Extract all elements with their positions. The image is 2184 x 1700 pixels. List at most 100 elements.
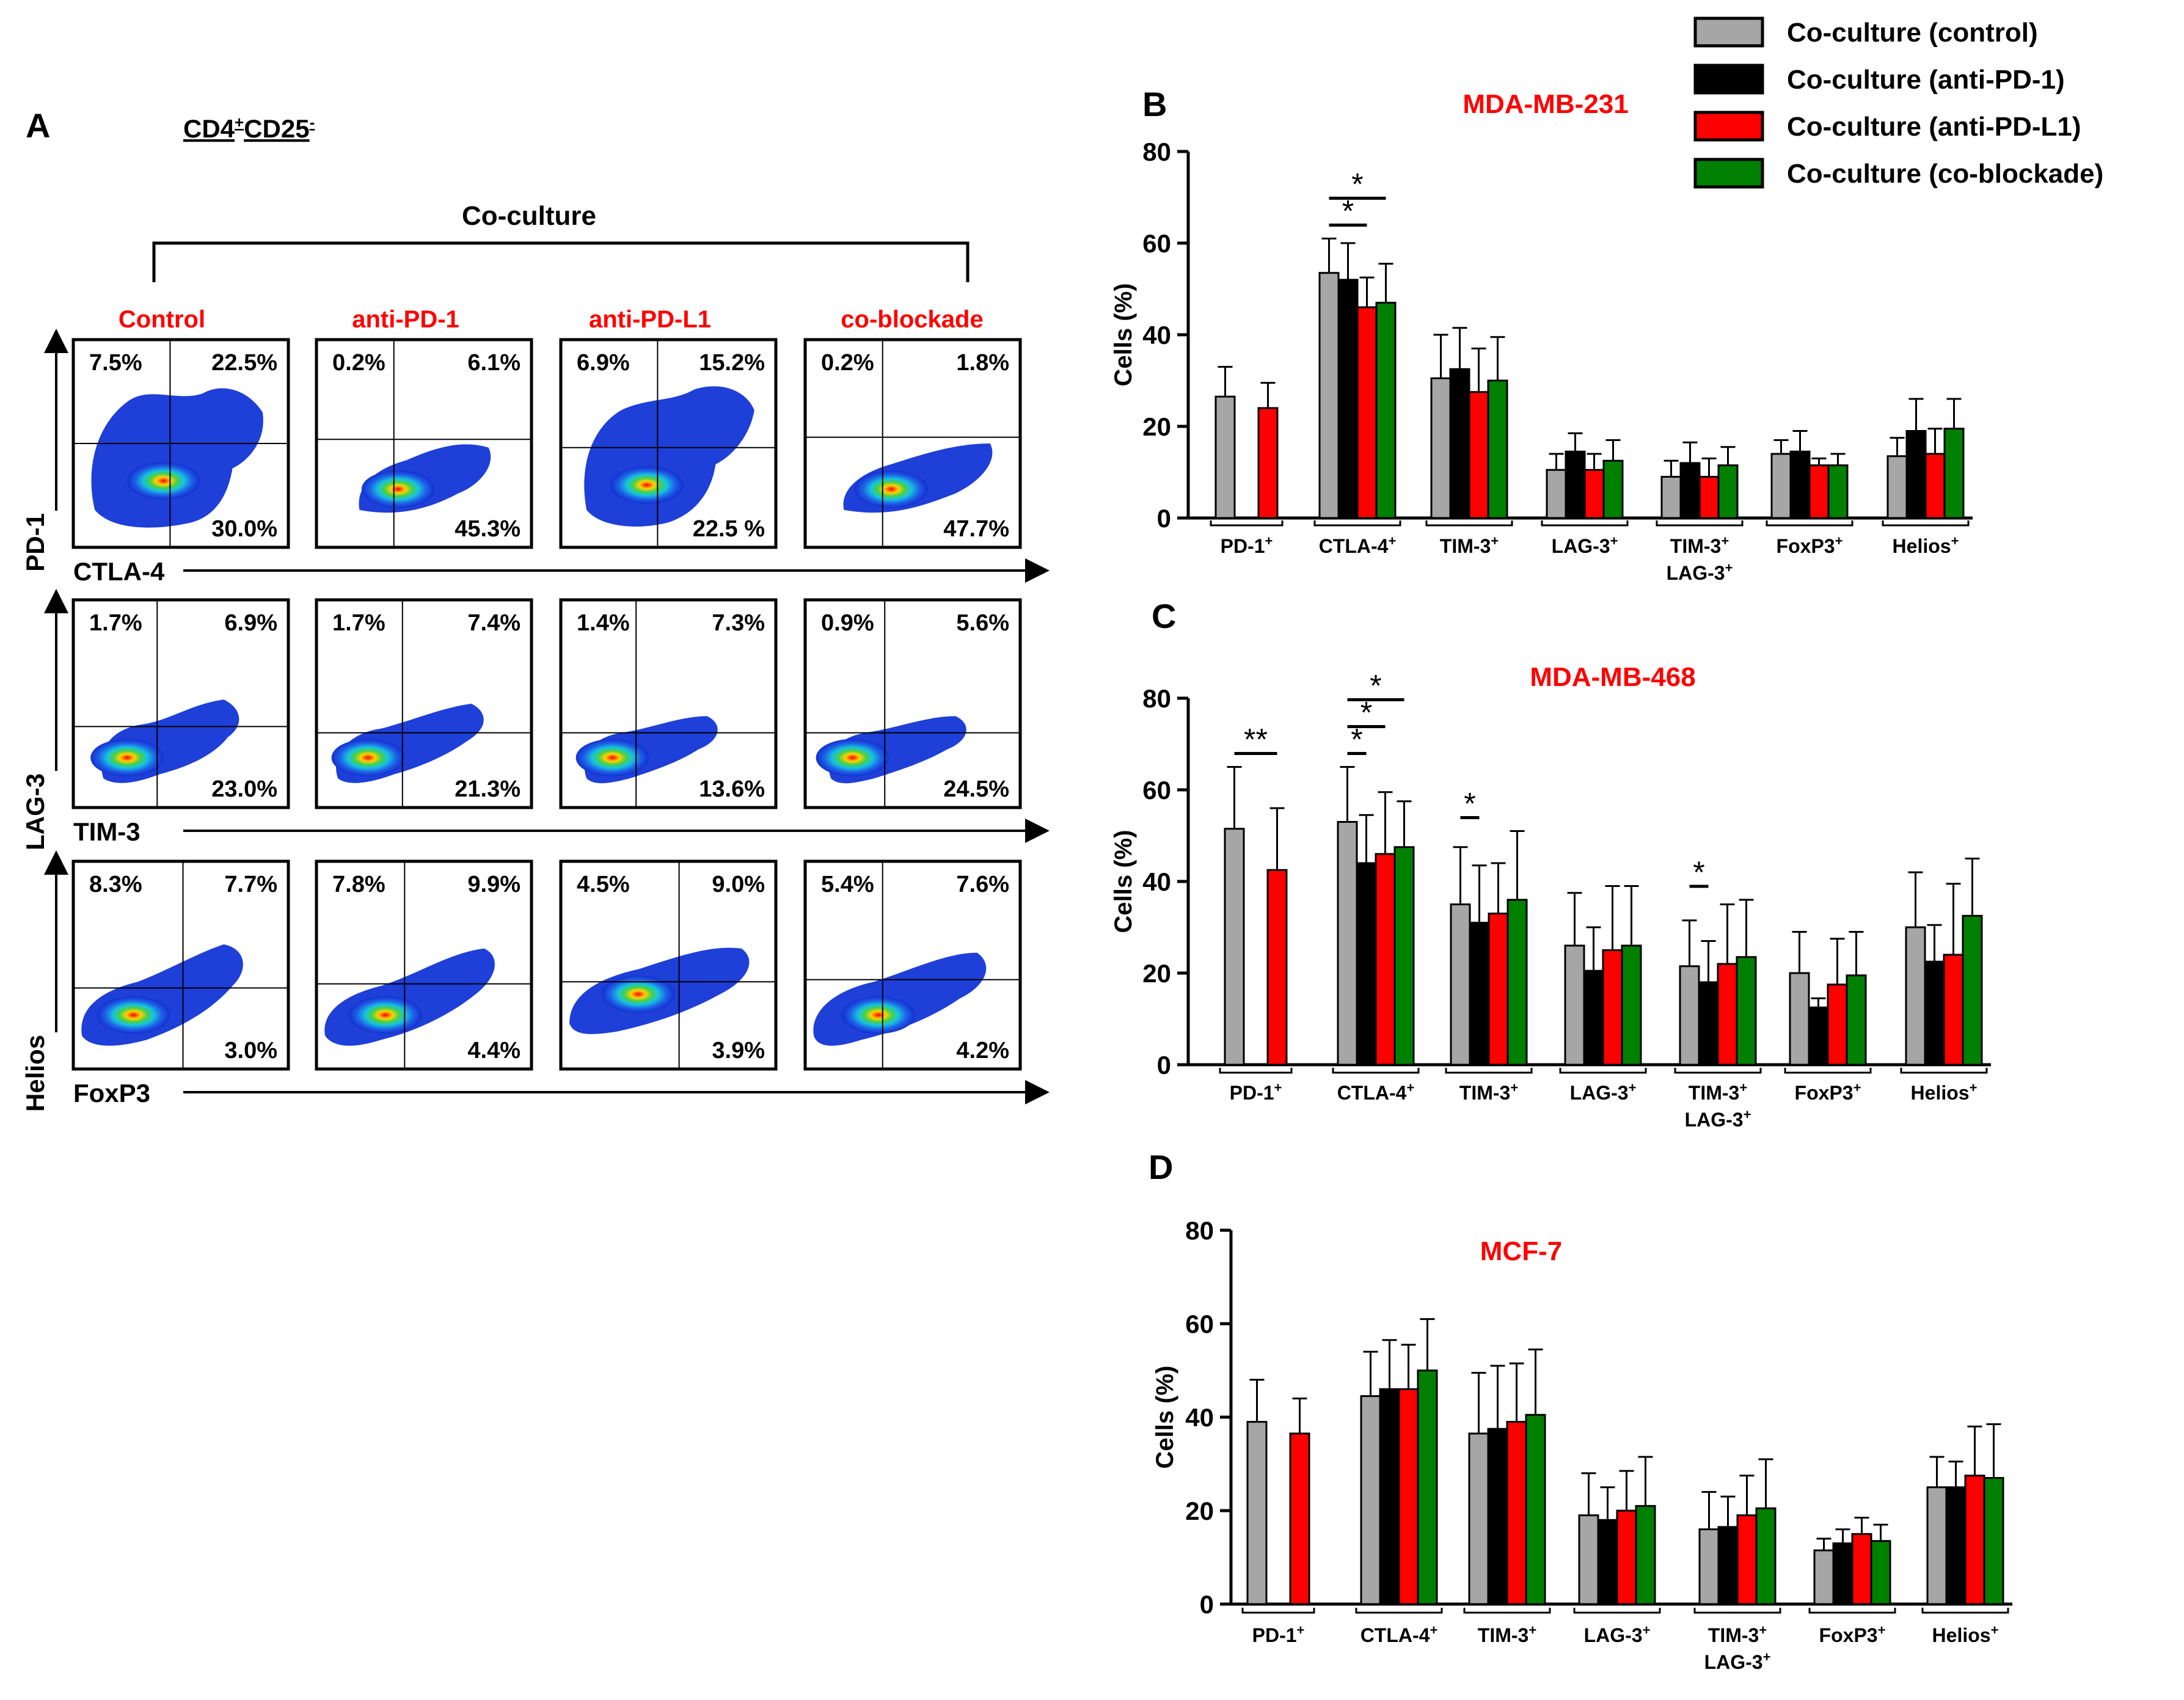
legend-swatch (1693, 64, 1764, 95)
flow-row: LAG-3 TIM-3 1.7% 6.9% 23.0% 1.7% 7.4% 21.3% 1.4%… (21, 589, 1050, 850)
flow-rows: PD-1 CTLA-4 7.5% 22.5% 30.0% 0.2% 6.1% 45.3% 6.9… (21, 329, 1050, 1112)
quadrant-upper-right: 22.5% (211, 350, 277, 376)
y-tick-label: 60 (1185, 1310, 1214, 1338)
category-bracket (1559, 1068, 1647, 1074)
chart-d-mcf-7: D MCF-7 Cells (%) 0 20 40 60 80 PD-1+ CTLA-4+ TIM-… (1149, 1148, 2012, 1673)
category-label: Helios+ (1893, 533, 1959, 557)
category-bracket (1355, 1608, 1443, 1614)
significance-marker: * (1342, 194, 1354, 228)
quadrant-lower-right: 22.5 % (693, 516, 765, 542)
legend-label: Co-culture (anti-PD-1) (1787, 65, 2065, 95)
quadrant-lower-right: 47.7% (943, 516, 1009, 542)
category-bracket (1541, 520, 1629, 527)
bar (1546, 469, 1567, 519)
quadrant-upper-left: 7.8% (332, 872, 385, 897)
category-label: TIM-3+ (1478, 1622, 1536, 1646)
quadrant-lower-right: 45.3% (455, 516, 520, 542)
quadrant-upper-left: 8.3% (89, 872, 142, 897)
bar (1846, 974, 1867, 1066)
legend: Co-culture (control) Co-culture (anti-PD-… (1693, 16, 2103, 189)
quadrant-upper-left: 1.7% (89, 610, 142, 636)
category-bracket (1674, 1068, 1762, 1074)
bar (1717, 464, 1739, 519)
bar (1360, 1395, 1381, 1605)
column-header: anti-PD-L1 (589, 306, 711, 333)
flow-plot: 8.3% 7.7% 3.0% (71, 859, 290, 1071)
plot-frame (71, 598, 290, 809)
category-bracket (1882, 520, 1970, 527)
bar (1635, 1505, 1656, 1605)
bar (1488, 913, 1509, 1066)
bar (1597, 1519, 1618, 1605)
quadrant-lower-right: 4.4% (467, 1038, 520, 1063)
density-core (610, 466, 684, 504)
category-label: PD-1+ (1221, 533, 1273, 557)
quadrant-upper-right: 9.9% (467, 872, 520, 897)
y-tick-label: 20 (1142, 959, 1171, 988)
density-blob (81, 944, 243, 1046)
plot-frame (803, 598, 1022, 809)
density-blob (584, 386, 754, 527)
bar (1755, 1507, 1777, 1605)
y-tick-label: 80 (1142, 137, 1171, 166)
population-label-main: CD4 (183, 114, 235, 143)
density-blob (813, 952, 987, 1046)
legend-swatch (1693, 16, 1764, 48)
bar (1621, 944, 1642, 1066)
category-label: LAG-3+ (1667, 560, 1733, 584)
bar (1602, 949, 1623, 1066)
bar (1926, 1486, 1948, 1605)
y-tick-label: 40 (1185, 1403, 1214, 1432)
density-core (127, 462, 200, 500)
category-bracket (1921, 1608, 2009, 1614)
panel-a-flow-plots: A CD4+CD25- Co-culture Control anti-PD-1 a… (21, 106, 1050, 1112)
quadrant-upper-right: 7.7% (224, 872, 277, 897)
panel-letter: D (1149, 1148, 1173, 1186)
density-core (816, 739, 889, 776)
y-marker-label: LAG-3 (21, 773, 49, 850)
bar (1698, 476, 1720, 519)
category-label: TIM-3+ (1689, 1080, 1747, 1104)
bar (1698, 1528, 1720, 1605)
chart-c-mda-mb-468: C MDA-MB-468 Cells (%) 0 20 40 60 80 PD-1+ CTLA-4… (1110, 597, 1991, 1131)
category-label: LAG-3+ (1584, 1622, 1651, 1646)
density-core (90, 739, 164, 776)
plot-frame (803, 859, 1022, 1071)
significance-marker: ** (1244, 723, 1268, 757)
bar (1736, 956, 1757, 1066)
bar (1506, 1421, 1527, 1605)
column-header: Control (119, 306, 205, 333)
legend-swatch (1693, 158, 1764, 189)
population-label: CD4+CD25- (183, 113, 315, 143)
quadrant-lower-right: 24.5% (943, 776, 1009, 802)
population-label-sup2: - (310, 113, 315, 131)
plot-frame (803, 338, 1022, 549)
density-core (97, 996, 170, 1034)
quadrant-lower-right: 3.9% (712, 1038, 765, 1063)
plot-frame (315, 859, 533, 1071)
plot-frame (315, 338, 533, 549)
quadrant-lower-right: 4.2% (956, 1038, 1009, 1063)
quadrant-upper-right: 6.1% (467, 350, 520, 376)
bar (1469, 922, 1490, 1066)
category-label: TIM-3+ (1440, 533, 1499, 557)
category-bracket (1573, 1608, 1661, 1614)
bar (1266, 869, 1288, 1066)
significance-marker: * (1351, 723, 1362, 757)
quadrant-upper-left: 7.5% (89, 350, 142, 376)
density-blob (91, 388, 263, 528)
y-tick-label: 40 (1142, 867, 1171, 896)
bar (1789, 972, 1810, 1066)
category-bracket (1241, 1608, 1315, 1614)
flow-plot: 1.7% 7.4% 21.3% (315, 598, 533, 809)
category-bracket (1766, 520, 1853, 527)
bar (1616, 1509, 1637, 1605)
bar (1393, 846, 1415, 1066)
bar (1770, 453, 1792, 519)
quadrant-upper-right: 9.0% (712, 872, 765, 897)
bar (1924, 960, 1945, 1066)
bar (1924, 453, 1946, 519)
bar (1808, 464, 1830, 519)
bar (1468, 1432, 1489, 1605)
